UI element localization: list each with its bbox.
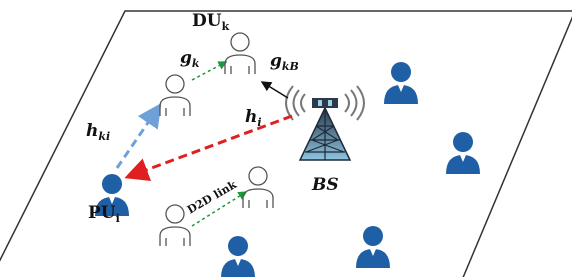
- label-bs: BS: [311, 175, 339, 195]
- plane: [0, 11, 572, 277]
- diagram: DUk gk gkB hki hi PUi BS D2D link: [0, 0, 572, 277]
- label-pu: PUi: [88, 203, 120, 225]
